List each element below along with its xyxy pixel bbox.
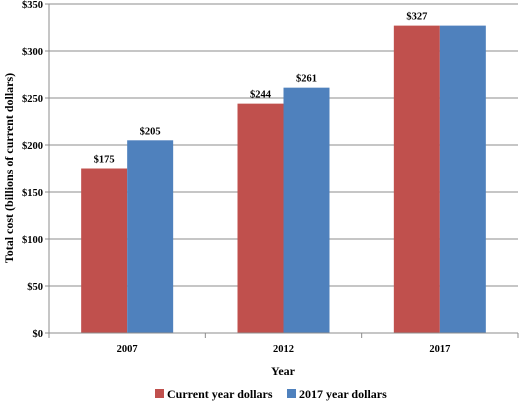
data-label: $327 xyxy=(406,12,427,23)
bar xyxy=(283,87,330,333)
y-tick-label: $150 xyxy=(22,188,43,199)
bar xyxy=(439,25,486,334)
y-tick-label: $50 xyxy=(27,282,43,293)
x-tick-label: 2017 xyxy=(429,344,450,355)
bar xyxy=(127,140,174,333)
bars xyxy=(81,25,486,334)
y-tick-labels: $0 $50 $100 $150 $200 $250 $300 $350 xyxy=(22,0,43,340)
y-axis-title: Total cost (billions of current dollars) xyxy=(2,73,16,263)
data-label: $175 xyxy=(94,155,115,166)
legend-swatch xyxy=(287,389,296,398)
bar xyxy=(393,25,440,334)
data-label: $261 xyxy=(296,74,317,85)
x-tick-labels: 2007 2012 2017 xyxy=(117,344,451,355)
x-tick-label: 2007 xyxy=(117,344,138,355)
y-tick-label: $350 xyxy=(22,0,43,11)
data-label: $205 xyxy=(140,126,161,137)
y-tick-label: $300 xyxy=(22,47,43,58)
y-tick-label: $200 xyxy=(22,141,43,152)
y-tick-label: $0 xyxy=(33,329,44,340)
bar xyxy=(81,168,128,333)
legend-label: Current year dollars xyxy=(167,387,273,401)
data-labels: $175 $205 $244 $261 $327 xyxy=(94,12,428,166)
legend-swatch xyxy=(155,389,164,398)
legend: Current year dollars 2017 year dollars xyxy=(155,387,387,401)
axes xyxy=(48,4,519,338)
data-label: $244 xyxy=(250,90,272,101)
y-tick-label: $100 xyxy=(22,235,43,246)
x-tick-label: 2012 xyxy=(273,344,294,355)
x-axis-title: Year xyxy=(271,364,296,378)
legend-label: 2017 year dollars xyxy=(299,387,387,401)
y-tick-label: $250 xyxy=(22,94,43,105)
bar xyxy=(237,103,284,333)
